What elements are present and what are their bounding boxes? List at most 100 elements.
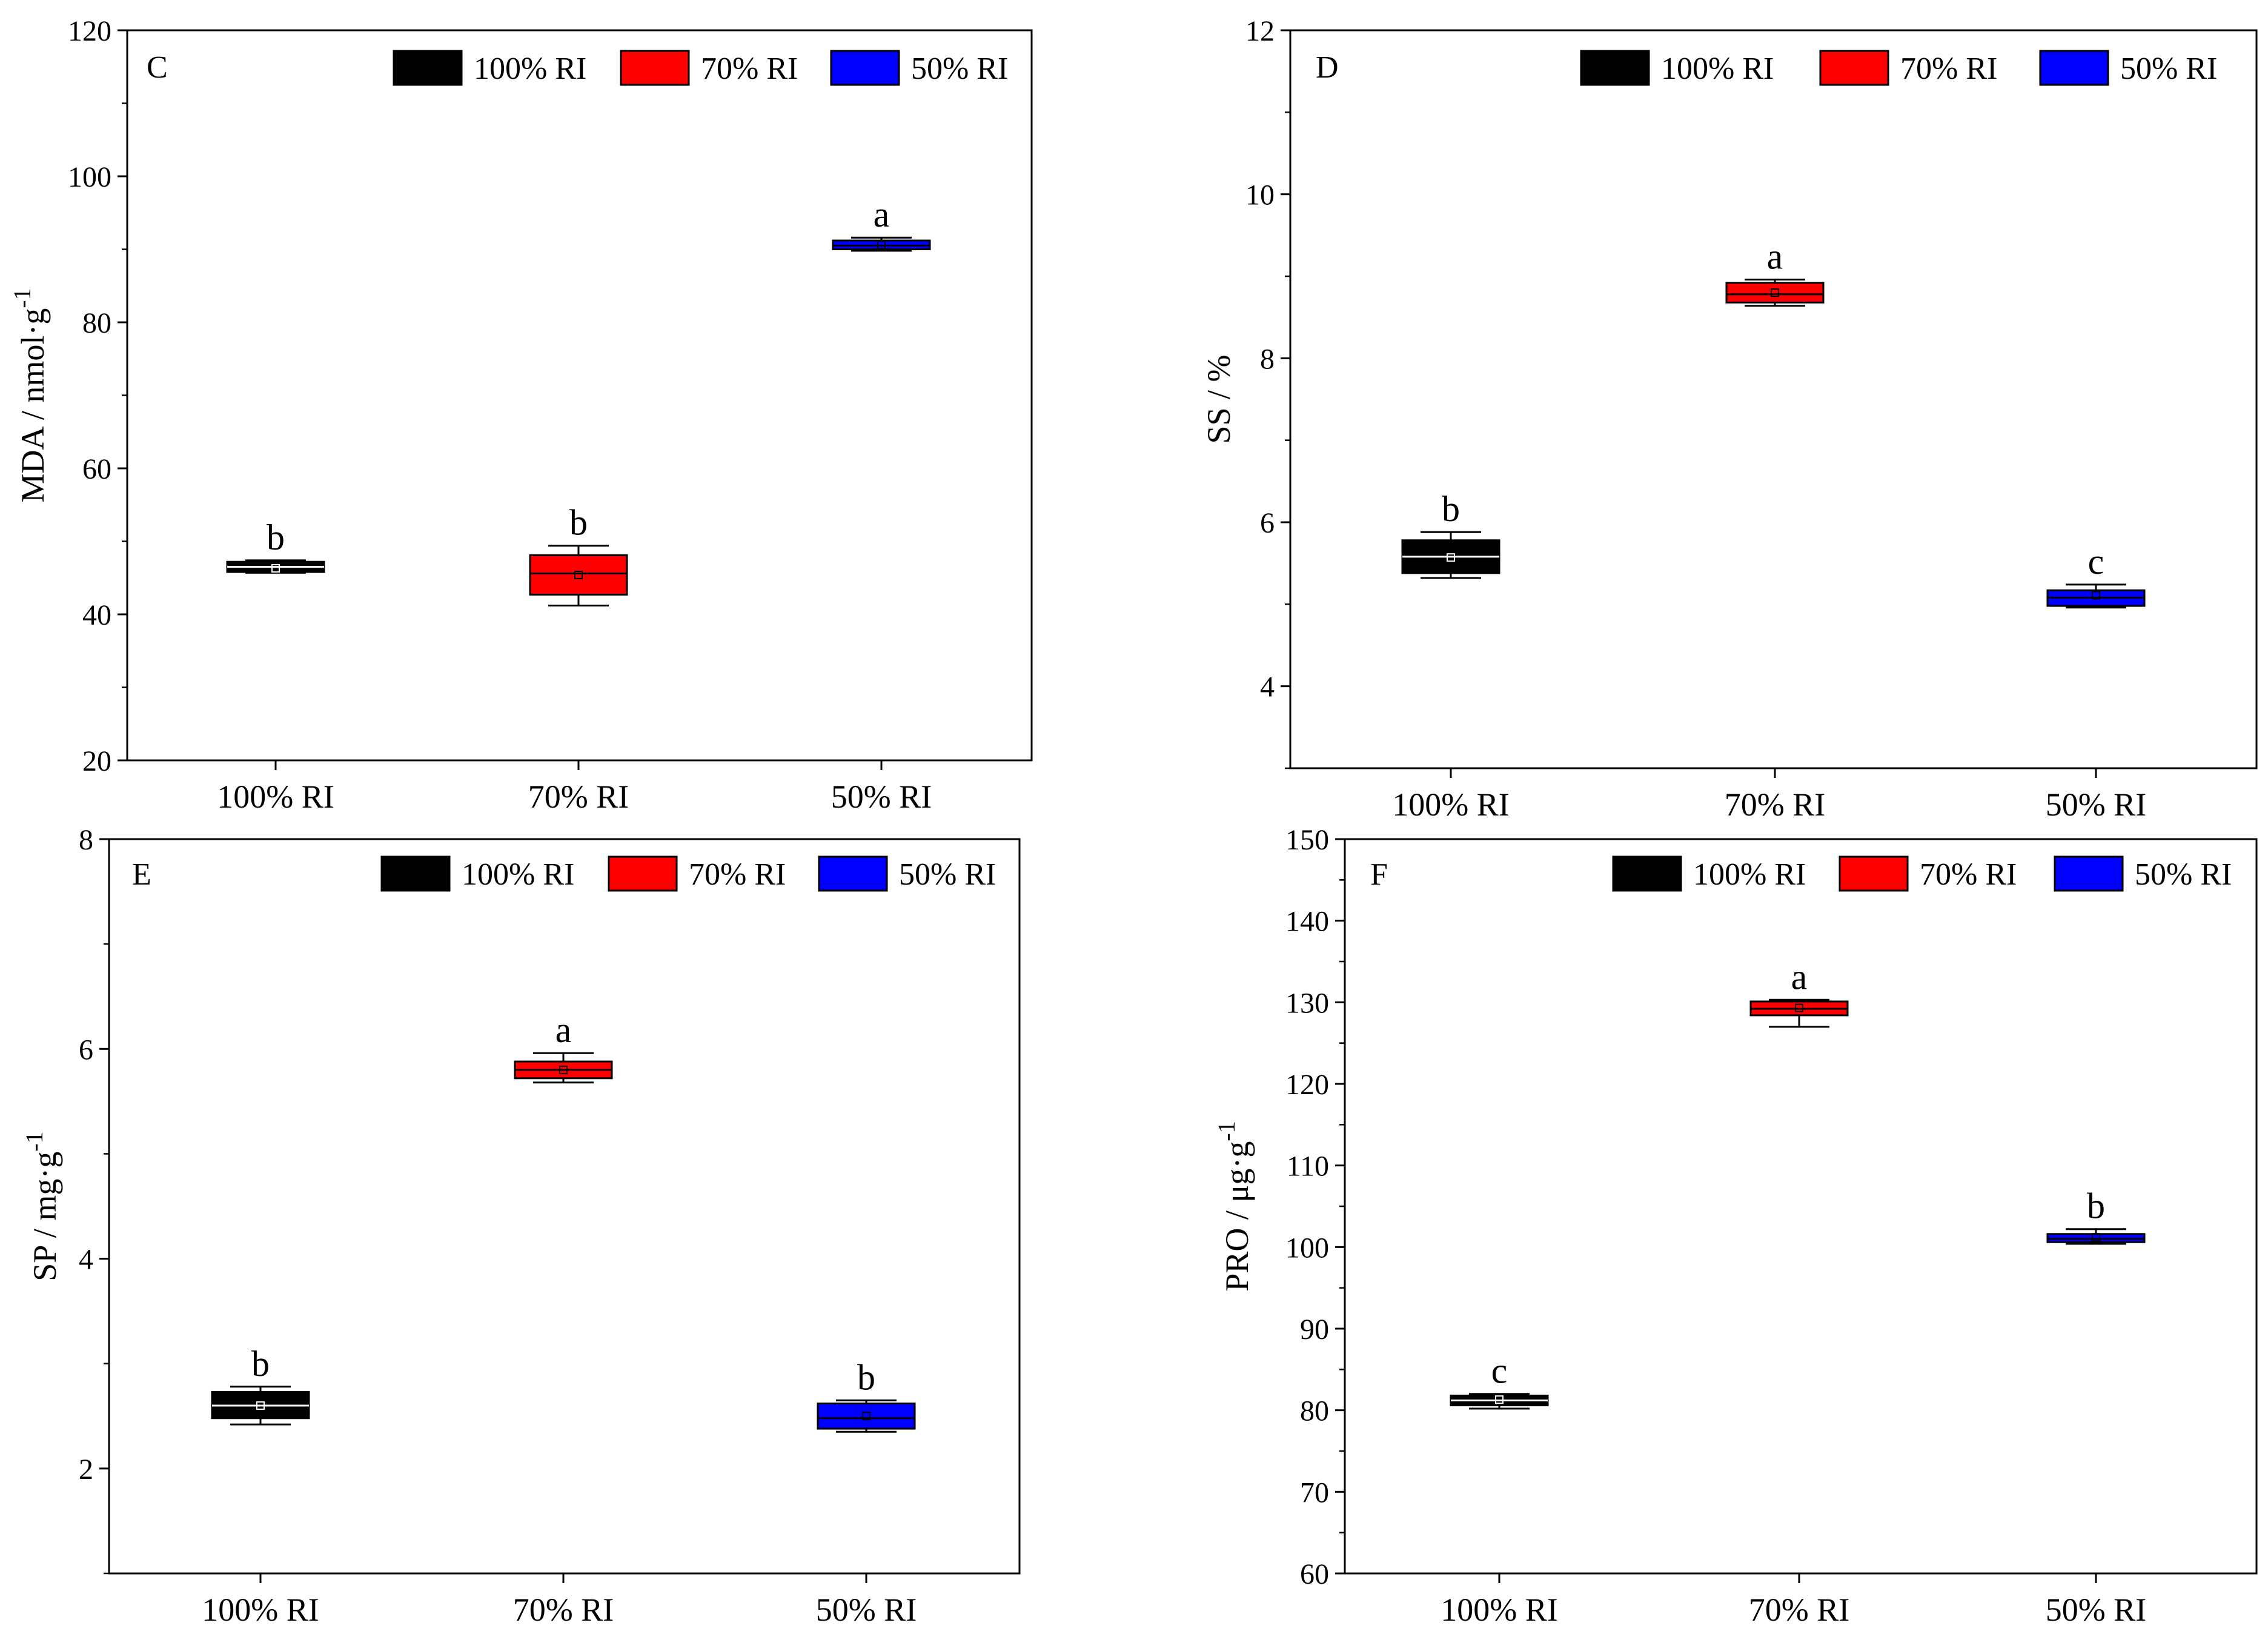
box-body bbox=[1725, 282, 1825, 304]
legend-label: 50% RI bbox=[899, 857, 996, 892]
x-tick-label: 100% RI bbox=[1392, 786, 1509, 823]
x-tick-label: 100% RI bbox=[202, 1592, 319, 1628]
legend-label: 100% RI bbox=[1693, 857, 1806, 892]
box-body bbox=[529, 554, 628, 596]
legend-swatch bbox=[830, 50, 900, 86]
significance-letter: b bbox=[251, 1344, 270, 1384]
plot-frame bbox=[1289, 29, 2258, 769]
y-tick-label: 6 bbox=[79, 1034, 93, 1066]
y-tick-label: 120 bbox=[68, 15, 111, 47]
legend-swatch bbox=[380, 855, 451, 892]
y-tick-label: 6 bbox=[1260, 507, 1275, 539]
legend-swatch bbox=[620, 50, 690, 86]
y-tick-label: 70 bbox=[1300, 1476, 1329, 1509]
significance-letter: b bbox=[1442, 489, 1460, 529]
legend-swatch bbox=[1819, 50, 1889, 86]
significance-letter: b bbox=[267, 517, 285, 557]
plot-frame bbox=[108, 838, 1021, 1575]
y-tick-label: 2 bbox=[79, 1453, 93, 1486]
box-mean-marker bbox=[2092, 1233, 2100, 1242]
x-tick-label: 50% RI bbox=[2046, 786, 2146, 823]
box-mean-marker bbox=[2092, 591, 2100, 600]
panel-label: F bbox=[1370, 857, 1388, 892]
y-tick-label: 10 bbox=[1245, 179, 1275, 211]
y-tick-label: 100 bbox=[68, 161, 111, 193]
box-mean-marker bbox=[862, 1412, 870, 1421]
significance-letter: c bbox=[2088, 542, 2104, 582]
y-tick-label: 4 bbox=[1260, 671, 1275, 703]
significance-letter: a bbox=[1767, 236, 1783, 276]
y-tick-label: 100 bbox=[1285, 1232, 1329, 1264]
x-tick-label: 50% RI bbox=[831, 779, 932, 815]
significance-letter: a bbox=[874, 194, 890, 234]
x-tick-label: 100% RI bbox=[217, 779, 334, 815]
box-mean-marker bbox=[271, 564, 280, 573]
y-axis-label: SP / mg·g-1 bbox=[21, 1131, 63, 1281]
plot-frame bbox=[1344, 838, 2258, 1575]
y-tick-label: 40 bbox=[82, 599, 111, 631]
legend-label: 50% RI bbox=[911, 51, 1008, 86]
legend-label: 50% RI bbox=[2120, 51, 2217, 86]
legend-label: 70% RI bbox=[701, 51, 798, 86]
legend-swatch bbox=[2054, 855, 2124, 892]
y-tick-label: 80 bbox=[1300, 1395, 1329, 1427]
y-tick-label: 150 bbox=[1285, 824, 1329, 856]
significance-letter: b bbox=[857, 1357, 875, 1397]
panel-c: 20 40 60 80 100 120 100% RI 70% RI 50% RI MDA / n… bbox=[8, 15, 1033, 815]
box-body bbox=[817, 1403, 916, 1430]
panel-f: 60 70 80 90 100 110 120 130 140 150 100% RI 70% RI 5… bbox=[1213, 824, 2258, 1628]
y-tick-label: 8 bbox=[1260, 343, 1275, 375]
x-tick-label: 50% RI bbox=[2046, 1592, 2146, 1628]
y-tick-label: 60 bbox=[1300, 1558, 1329, 1590]
y-tick-label: 12 bbox=[1245, 15, 1275, 47]
box-mean-marker bbox=[574, 570, 583, 579]
y-tick-label: 140 bbox=[1285, 906, 1329, 938]
plot-frame bbox=[126, 29, 1033, 762]
legend-swatch bbox=[1612, 855, 1682, 892]
legend-label: 70% RI bbox=[1920, 857, 2017, 892]
legend-swatch bbox=[1839, 855, 1909, 892]
legend-label: 50% RI bbox=[2135, 857, 2232, 892]
significance-letter: a bbox=[555, 1010, 572, 1050]
x-tick-label: 70% RI bbox=[1725, 786, 1825, 823]
y-tick-label: 8 bbox=[79, 824, 93, 856]
legend-swatch bbox=[608, 855, 678, 892]
panel-label: D bbox=[1316, 50, 1339, 85]
significance-letter: b bbox=[569, 503, 588, 543]
panel-label: E bbox=[132, 857, 151, 892]
legend-swatch bbox=[1580, 50, 1650, 86]
panel-d: 4 6 8 10 12 100% RI 70% RI 50% RI SS / % D 100% RI… bbox=[1201, 15, 2258, 823]
y-tick-label: 20 bbox=[82, 745, 111, 777]
legend-label: 100% RI bbox=[474, 51, 586, 86]
panel-e: 2 4 6 8 100% RI 70% RI 50% RI SP / mg·g-1 E 100% … bbox=[21, 824, 1021, 1628]
box-mean-marker bbox=[1447, 553, 1455, 562]
legend-label: 70% RI bbox=[1900, 51, 1997, 86]
significance-letter: b bbox=[2087, 1186, 2105, 1226]
box-mean-marker bbox=[559, 1065, 568, 1074]
significance-letter: c bbox=[1491, 1351, 1508, 1391]
y-tick-label: 60 bbox=[82, 453, 111, 485]
box-mean-marker bbox=[877, 241, 886, 250]
x-tick-label: 70% RI bbox=[528, 779, 629, 815]
y-tick-label: 110 bbox=[1287, 1151, 1329, 1183]
y-tick-label: 130 bbox=[1285, 987, 1329, 1019]
legend-label: 100% RI bbox=[1661, 51, 1774, 86]
y-tick-label: 120 bbox=[1285, 1069, 1329, 1101]
x-tick-label: 50% RI bbox=[816, 1592, 917, 1628]
legend-swatch bbox=[393, 50, 463, 86]
y-tick-label: 80 bbox=[82, 307, 111, 339]
legend-swatch bbox=[818, 855, 888, 892]
box-mean-marker bbox=[1795, 1003, 1803, 1012]
legend-label: 100% RI bbox=[462, 857, 574, 892]
box-mean-marker bbox=[1495, 1395, 1504, 1404]
box-mean-marker bbox=[1771, 288, 1779, 297]
x-tick-label: 100% RI bbox=[1441, 1592, 1557, 1628]
x-tick-label: 70% RI bbox=[513, 1592, 614, 1628]
y-axis-label: SS / % bbox=[1201, 354, 1237, 443]
panel-label: C bbox=[147, 50, 168, 85]
y-axis-label: PRO / μg·g-1 bbox=[1213, 1121, 1255, 1291]
legend-swatch bbox=[2039, 50, 2109, 86]
y-axis-label: MDA / nmol·g-1 bbox=[8, 288, 51, 502]
y-tick-label: 4 bbox=[79, 1244, 93, 1276]
